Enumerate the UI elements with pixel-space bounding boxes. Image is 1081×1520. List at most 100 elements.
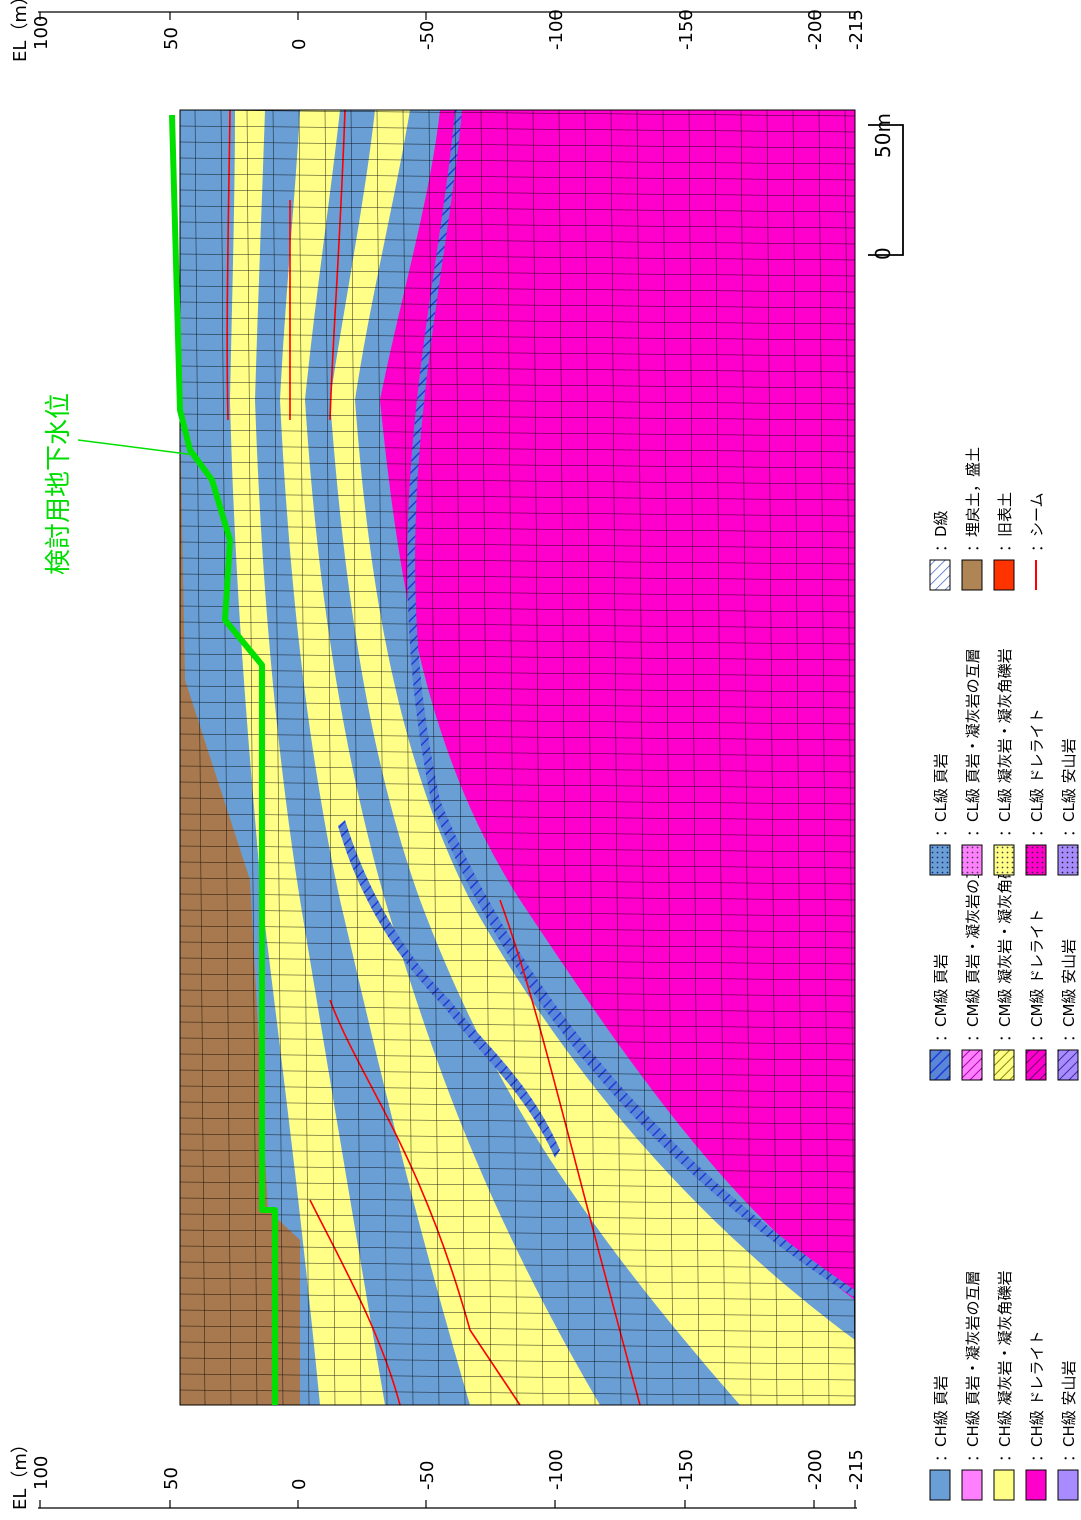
mesh-line — [180, 1181, 855, 1189]
legend-label: ：CL級 安山岩 — [1060, 738, 1078, 837]
mesh-line — [180, 541, 855, 549]
legend-swatch — [993, 559, 1015, 591]
mesh-line — [662, 110, 674, 1405]
legend-label: ：CH級 凝灰岩・凝灰角礫岩 — [996, 1270, 1014, 1462]
mesh-line — [180, 237, 855, 245]
mesh-line — [844, 110, 855, 1405]
mesh-line — [180, 797, 855, 805]
mesh-line — [180, 749, 855, 757]
mesh-line — [350, 110, 362, 1405]
mesh-line — [480, 110, 492, 1405]
mesh-line — [180, 685, 855, 693]
legend-label: ：CM級 頁岩 — [932, 954, 950, 1042]
mesh-line — [740, 110, 752, 1405]
axis-tick-label: -150 — [676, 1449, 697, 1490]
mesh-line — [180, 733, 855, 741]
legend-swatch — [929, 844, 951, 876]
legend-label: ：CM級 ドレライト — [1028, 909, 1046, 1042]
axis-tick-label: -100 — [546, 9, 567, 50]
mesh-line — [180, 829, 855, 837]
legend-label: ：CM級 凝灰岩・凝灰角礫岩 — [996, 849, 1014, 1042]
legend-label: ：CL級 ドレライト — [1028, 708, 1046, 837]
mesh-line — [180, 413, 855, 421]
mesh-line — [180, 125, 855, 133]
mesh-line — [180, 1149, 855, 1157]
cross-section — [180, 110, 855, 1405]
scale-label-50m: 50m — [871, 113, 895, 158]
water-level-label: 検討用地下水位 — [44, 393, 74, 575]
legend-label: ：埋戻土，盛土 — [964, 447, 982, 552]
mesh-line — [180, 925, 855, 933]
mesh-line — [180, 381, 855, 389]
legend-swatch — [1025, 1469, 1047, 1501]
mesh-line — [180, 1085, 855, 1093]
mesh-line — [180, 1005, 855, 1013]
legend-label: ：CL級 凝灰岩・凝灰角礫岩 — [996, 648, 1014, 837]
mesh-line — [180, 397, 855, 405]
axis-tick-label: -200 — [805, 9, 826, 50]
water-label-leader — [77, 439, 196, 456]
mesh-line — [180, 845, 855, 853]
axis-tick-label: 0 — [289, 39, 310, 50]
mesh-line — [180, 1213, 855, 1221]
mesh-line — [818, 110, 830, 1405]
axis-tick-label: -200 — [805, 1449, 826, 1490]
legend-swatch — [1057, 1469, 1079, 1501]
scale-bar: 50m 0 — [868, 113, 904, 260]
mesh-line — [454, 110, 466, 1405]
legend-label: ：CH級 安山岩 — [1060, 1360, 1078, 1462]
mesh-line — [180, 989, 855, 997]
mesh-line — [180, 365, 855, 373]
legend-swatch — [929, 1469, 951, 1501]
axis-tick-label: -150 — [676, 9, 697, 50]
mesh-line — [180, 1037, 855, 1045]
groundwater-level-line — [169, 114, 278, 1405]
legend-swatch — [1057, 844, 1079, 876]
axis-tick-label: 50 — [161, 1467, 182, 1490]
legend-swatch — [993, 1469, 1015, 1501]
legend-label: ：シーム — [1028, 492, 1046, 552]
section-frame — [179, 109, 856, 1406]
mesh-line — [220, 110, 232, 1405]
mesh-line — [180, 173, 855, 181]
scale-label-0: 0 — [871, 247, 895, 260]
mesh-line — [180, 1325, 855, 1333]
mesh-line — [180, 813, 855, 821]
mesh-line — [180, 941, 855, 949]
mesh-line — [558, 110, 570, 1405]
legend-label: ：CM級 安山岩 — [1060, 939, 1078, 1042]
legend-swatch — [1057, 1049, 1079, 1081]
legend-swatch — [929, 559, 951, 591]
mesh-line — [532, 110, 544, 1405]
axis-tick-label: -215 — [846, 9, 867, 50]
mesh-line — [246, 110, 258, 1405]
mesh-line — [180, 621, 855, 629]
mesh-line — [180, 669, 855, 677]
mesh-line — [180, 557, 855, 565]
legend: ：CH級 頁岩 ：CH級 頁岩・凝灰岩の互層 ：CH級 凝灰岩・凝灰角礫岩 ：CH級 … — [929, 447, 1079, 1501]
mesh-line — [272, 110, 284, 1405]
seam-hatched-band-2 — [338, 820, 560, 1158]
mesh-line — [180, 701, 855, 709]
axis-tick-label: -100 — [546, 1449, 567, 1490]
mesh-line — [180, 909, 855, 917]
legend-label: ：CM級 頁岩・凝灰岩の互層 — [964, 849, 982, 1042]
axis-tick-label: -50 — [417, 1461, 438, 1490]
legend-swatch — [929, 1049, 951, 1081]
mesh-line — [180, 893, 855, 901]
mesh-line — [180, 333, 855, 341]
mesh-line — [180, 525, 855, 533]
mesh-line — [180, 445, 855, 453]
mesh-line — [584, 110, 596, 1405]
mesh-line — [180, 349, 855, 357]
mesh-line — [180, 221, 855, 229]
mesh-line — [180, 1261, 855, 1269]
mesh-line — [180, 1165, 855, 1173]
axis-tick-label: -50 — [417, 21, 438, 50]
mesh-line — [180, 461, 855, 469]
mesh-line — [180, 637, 855, 645]
mesh-line — [180, 1053, 855, 1061]
mesh-line — [180, 110, 855, 117]
mesh-line — [180, 877, 855, 885]
legend-swatch — [961, 844, 983, 876]
